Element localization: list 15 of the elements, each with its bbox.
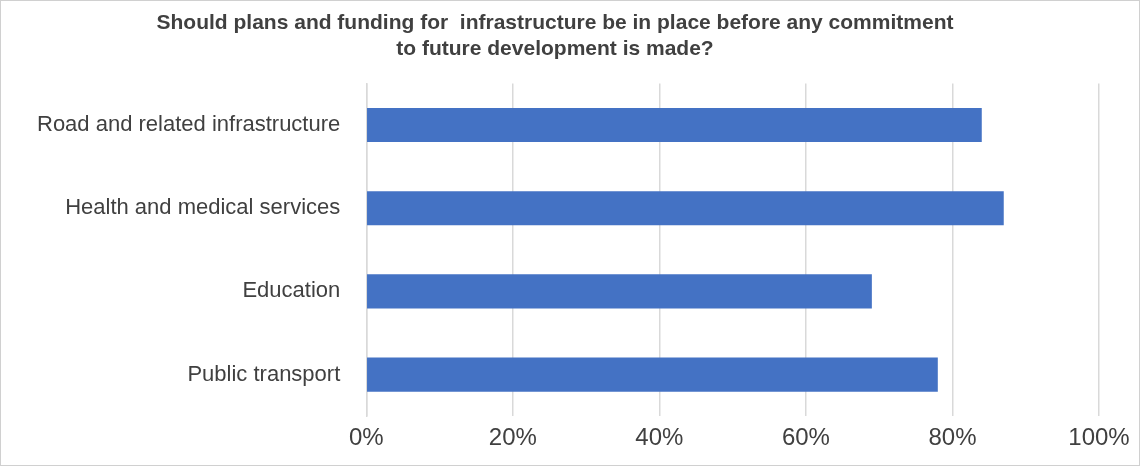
y-tick-label: Public transport — [187, 360, 341, 386]
bar — [367, 274, 872, 309]
x-tick-label: 100% — [1068, 423, 1130, 451]
bar — [367, 107, 982, 143]
x-tick-label: 60% — [781, 423, 830, 451]
bar — [367, 191, 1004, 226]
y-tick-label: Road and related infrastructure — [36, 111, 341, 137]
chart-title: Should plans and funding for infrastructure be in place before any commitment to future development is made? — [156, 10, 954, 59]
bar — [367, 357, 938, 392]
y-tick-label: Health and medical services — [65, 194, 341, 220]
x-tick-label: 40% — [635, 423, 684, 451]
y-tick-label: Education — [242, 277, 341, 303]
x-tick-label: 80% — [928, 423, 977, 451]
x-tick-label: 20% — [488, 423, 537, 451]
x-tick-label: 0% — [348, 423, 384, 451]
